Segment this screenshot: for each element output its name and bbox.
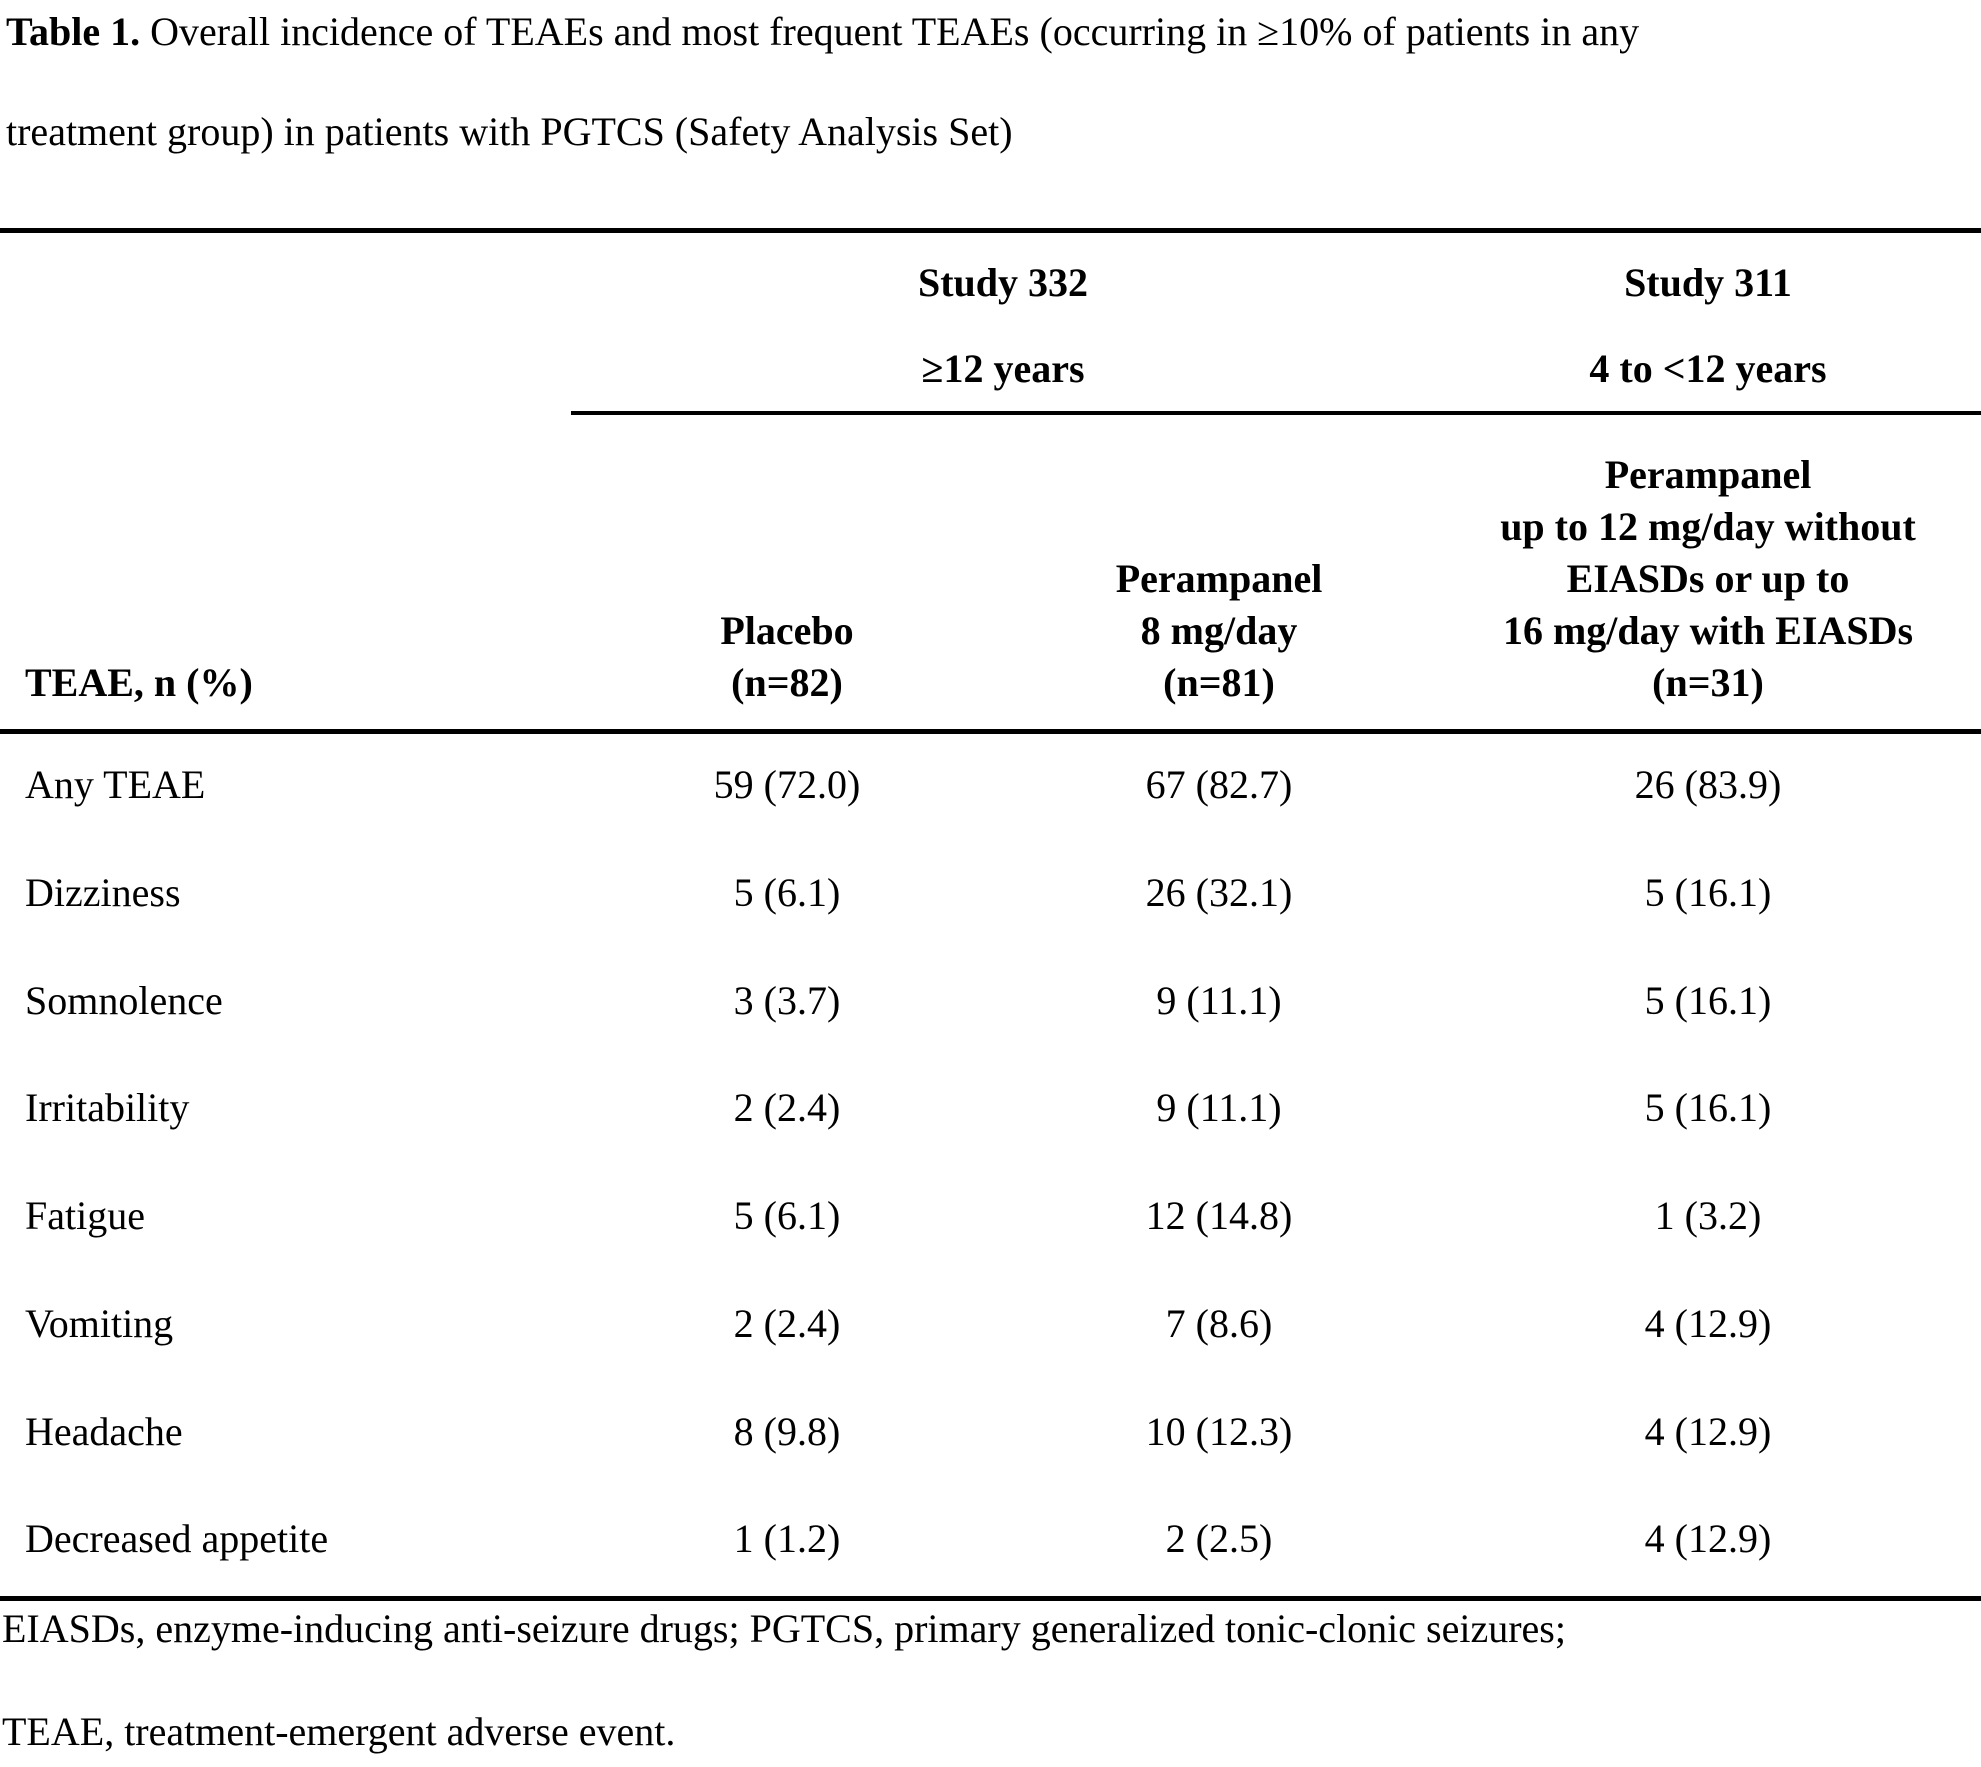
cell-perampanel-12-16mg: 4 (12.9) <box>1644 1300 1772 1346</box>
cell-placebo: 2 (2.4) <box>733 1300 841 1346</box>
row-label: Headache <box>25 1408 183 1454</box>
table-caption-text: Overall incidence of TEAEs and most freq… <box>6 9 1640 154</box>
column-header-perampanel-12-16mg: Perampanel up to 12 mg/day without EIASD… <box>1500 452 1916 705</box>
cell-perampanel-8mg: 2 (2.5) <box>1165 1516 1273 1562</box>
cell-placebo: 8 (9.8) <box>733 1408 841 1454</box>
table-row: Any TEAE 59 (72.0) 67 (82.7) 26 (83.9) <box>0 734 1981 842</box>
column-header-placebo: Placebo (n=82) <box>720 608 854 705</box>
row-label: Irritability <box>25 1085 190 1131</box>
column-header-perampanel-8mg: Perampanel 8 mg/day (n=81) <box>1115 556 1323 705</box>
cell-perampanel-8mg: 12 (14.8) <box>1145 1193 1293 1238</box>
column-header-teae: TEAE, n (%) <box>25 660 253 705</box>
cell-placebo: 1 (1.2) <box>733 1516 841 1562</box>
table-row: Somnolence 3 (3.7) 9 (11.1) 5 (16.1) <box>0 950 1981 1058</box>
table-row: Decreased appetite 1 (1.2) 2 (2.5) 4 (12… <box>0 1488 1981 1596</box>
cell-perampanel-12-16mg: 5 (16.1) <box>1644 869 1772 915</box>
cell-perampanel-12-16mg: 4 (12.9) <box>1644 1516 1772 1562</box>
cell-placebo: 59 (72.0) <box>713 762 861 807</box>
cell-perampanel-8mg: 9 (11.1) <box>1156 977 1282 1023</box>
table-caption: Table 1. Overall incidence of TEAEs and … <box>6 0 1906 182</box>
table-bottom-rule <box>0 1596 1981 1601</box>
table-caption-label: Table 1. <box>6 9 141 54</box>
header-body-rule <box>0 729 1981 734</box>
cell-perampanel-12-16mg: 4 (12.9) <box>1644 1408 1772 1454</box>
study-311-group-header: Study 311 4 to <12 years <box>1589 260 1827 391</box>
row-label: Decreased appetite <box>25 1516 329 1562</box>
table-row: Fatigue 5 (6.1) 12 (14.8) 1 (3.2) <box>0 1165 1981 1273</box>
cell-placebo: 5 (6.1) <box>733 869 841 915</box>
cell-perampanel-12-16mg: 5 (16.1) <box>1644 977 1772 1023</box>
row-label: Vomiting <box>25 1300 174 1346</box>
footnote-abbreviations-line-1: EIASDs, enzyme-inducing anti-seizure dru… <box>2 1606 1566 1651</box>
cell-perampanel-8mg: 10 (12.3) <box>1145 1408 1293 1454</box>
row-label: Somnolence <box>25 977 223 1023</box>
cell-placebo: 2 (2.4) <box>733 1085 841 1131</box>
table-top-rule <box>0 228 1981 233</box>
cell-perampanel-12-16mg: 1 (3.2) <box>1654 1193 1762 1238</box>
cell-perampanel-12-16mg: 5 (16.1) <box>1644 1085 1772 1131</box>
table-row: Irritability 2 (2.4) 9 (11.1) 5 (16.1) <box>0 1057 1981 1165</box>
cell-placebo: 3 (3.7) <box>733 977 841 1023</box>
row-label: Fatigue <box>25 1193 145 1238</box>
group-header-rule <box>571 411 1981 415</box>
footnote-abbreviations-line-2: TEAE, treatment-emergent adverse event. <box>2 1709 676 1754</box>
table-row: Dizziness 5 (6.1) 26 (32.1) 5 (16.1) <box>0 842 1981 950</box>
cell-perampanel-8mg: 67 (82.7) <box>1145 762 1293 807</box>
table-row: Headache 8 (9.8) 10 (12.3) 4 (12.9) <box>0 1381 1981 1489</box>
cell-placebo: 5 (6.1) <box>733 1193 841 1238</box>
row-label: Any TEAE <box>25 762 206 807</box>
column-header-row: TEAE, n (%) Placebo (n=82) Perampanel 8 … <box>0 415 1981 729</box>
cell-perampanel-8mg: 9 (11.1) <box>1156 1085 1282 1131</box>
table-body: Any TEAE 59 (72.0) 67 (82.7) 26 (83.9) D… <box>0 734 1981 1596</box>
study-332-group-header: Study 332 ≥12 years <box>917 260 1089 391</box>
cell-perampanel-12-16mg: 26 (83.9) <box>1634 762 1782 807</box>
table-row: Vomiting 2 (2.4) 7 (8.6) 4 (12.9) <box>0 1273 1981 1381</box>
cell-perampanel-8mg: 7 (8.6) <box>1165 1300 1273 1346</box>
row-label: Dizziness <box>25 869 181 915</box>
cell-perampanel-8mg: 26 (32.1) <box>1145 869 1293 915</box>
